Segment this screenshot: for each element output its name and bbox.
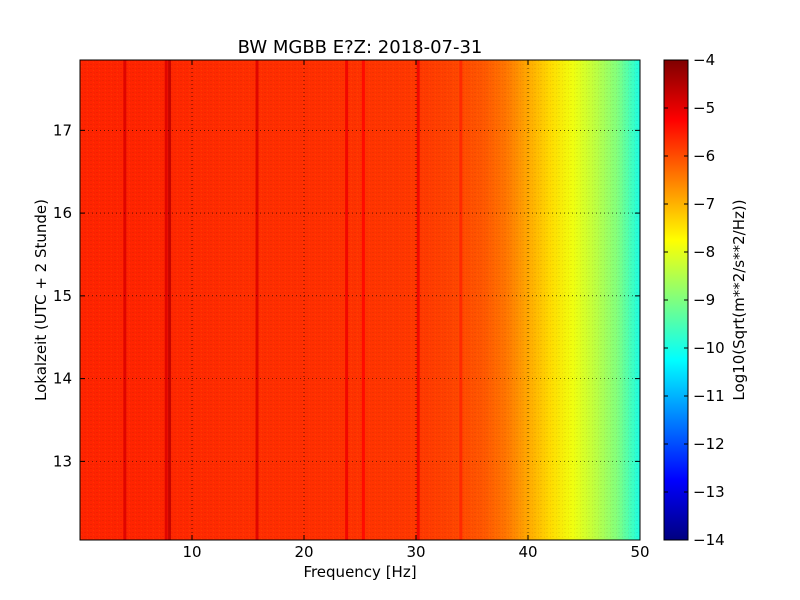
y-tick-label: 13 [53, 452, 72, 470]
colorbar-tick-label: −13 [693, 483, 725, 501]
colorbar-tick-label: −10 [693, 339, 725, 357]
y-tick-label: 16 [53, 204, 72, 222]
colorbar-tick-label: −12 [693, 435, 725, 453]
frequency-line [164, 60, 168, 540]
x-tick-label: 10 [182, 543, 201, 561]
colorbar: −4 −5 −6 −7 −8 −9 −10 −11 −12 −13 −14 [663, 51, 725, 549]
colorbar-tick-label: −4 [693, 51, 715, 69]
frequency-line [123, 60, 127, 540]
x-tick-label: 40 [518, 543, 537, 561]
x-tick-label: 30 [406, 543, 425, 561]
colorbar-tick-label: −11 [693, 387, 725, 405]
y-axis-label: Lokalzeit (UTC + 2 Stunde) [32, 199, 50, 401]
chart-title: BW MGBB E?Z: 2018-07-31 [238, 37, 483, 58]
colorbar-ticks: −4 −5 −6 −7 −8 −9 −10 −11 −12 −13 −14 [664, 51, 725, 549]
y-tick-label: 17 [53, 121, 72, 139]
x-tick-label: 50 [630, 543, 649, 561]
frequency-line [345, 60, 349, 540]
colorbar-tick-label: −14 [693, 531, 725, 549]
grid-lines [80, 60, 640, 540]
colorbar-tick-label: −9 [693, 291, 715, 309]
colorbar-tick-label: −5 [693, 99, 715, 117]
x-axis-label: Frequency [Hz] [303, 563, 416, 581]
frequency-lines [123, 60, 463, 540]
colorbar-tick-label: −8 [693, 243, 715, 261]
y-axis-ticks: 13 14 15 16 17 [53, 121, 640, 470]
colorbar-tick-label: −6 [693, 147, 715, 165]
frequency-line [416, 60, 420, 540]
spectrogram-texture [80, 60, 640, 540]
x-axis-ticks: 10 20 30 40 50 [182, 60, 650, 561]
y-tick-label: 15 [53, 287, 72, 305]
colorbar-tick-label: −7 [693, 195, 715, 213]
colorbar-label: Log10(Sqrt(m**2/s**2/Hz)) [730, 199, 748, 400]
plot-frame [79, 59, 641, 541]
y-tick-label: 14 [53, 370, 72, 388]
frequency-line [361, 60, 365, 540]
frequency-line [459, 60, 463, 540]
spectrogram-plot: 10 20 30 40 50 13 14 15 16 17 [53, 59, 650, 561]
frequency-line [255, 60, 259, 540]
x-tick-label: 20 [294, 543, 313, 561]
frequency-line [168, 60, 172, 540]
